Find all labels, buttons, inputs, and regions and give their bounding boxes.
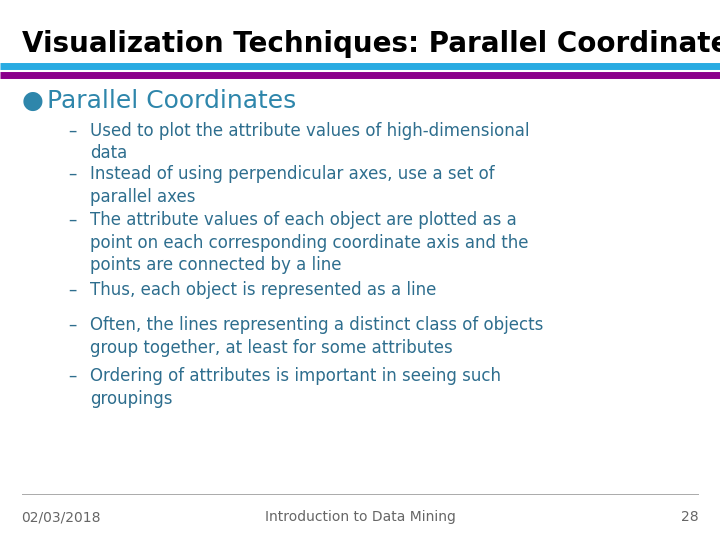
Text: Visualization Techniques: Parallel Coordinates: Visualization Techniques: Parallel Coord… — [22, 30, 720, 58]
Text: –: – — [68, 165, 77, 183]
Text: –: – — [68, 211, 77, 228]
Text: ●: ● — [22, 89, 43, 113]
Text: Ordering of attributes is important in seeing such
groupings: Ordering of attributes is important in s… — [90, 367, 501, 408]
Text: –: – — [68, 316, 77, 334]
Text: Often, the lines representing a distinct class of objects
group together, at lea: Often, the lines representing a distinct… — [90, 316, 544, 357]
Text: –: – — [68, 122, 77, 139]
Text: 28: 28 — [681, 510, 698, 524]
Text: –: – — [68, 281, 77, 299]
Text: 02/03/2018: 02/03/2018 — [22, 510, 101, 524]
Text: Instead of using perpendicular axes, use a set of
parallel axes: Instead of using perpendicular axes, use… — [90, 165, 495, 206]
Text: Used to plot the attribute values of high-dimensional
data: Used to plot the attribute values of hig… — [90, 122, 529, 163]
Text: Thus, each object is represented as a line: Thus, each object is represented as a li… — [90, 281, 436, 299]
Text: –: – — [68, 367, 77, 385]
Text: Parallel Coordinates: Parallel Coordinates — [47, 89, 296, 113]
Text: Introduction to Data Mining: Introduction to Data Mining — [264, 510, 456, 524]
Text: The attribute values of each object are plotted as a
point on each corresponding: The attribute values of each object are … — [90, 211, 528, 274]
